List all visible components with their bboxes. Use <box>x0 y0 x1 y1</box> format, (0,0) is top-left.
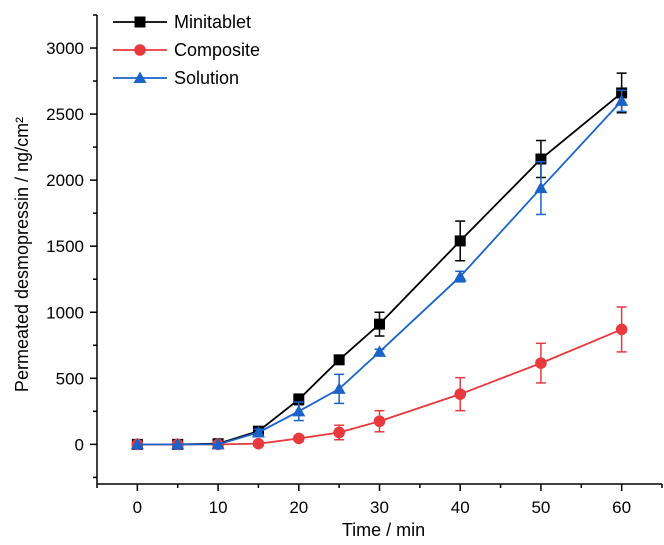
legend-item-composite: Composite <box>113 40 260 60</box>
data-point <box>211 437 225 450</box>
y-tick-label: 2500 <box>46 105 84 124</box>
legend-label: Composite <box>174 40 260 60</box>
y-tick-label: 500 <box>56 369 84 388</box>
legend-marker <box>134 16 146 28</box>
y-tick-label: 0 <box>75 435 84 454</box>
data-point <box>454 235 466 247</box>
legend-label: Solution <box>174 68 239 88</box>
data-point <box>373 415 386 428</box>
data-point <box>251 425 265 438</box>
data-point <box>615 323 628 336</box>
x-tick-label: 10 <box>209 498 228 517</box>
data-point <box>373 345 386 357</box>
data-point <box>374 318 385 330</box>
data-point <box>171 437 185 450</box>
data-point <box>535 153 547 165</box>
legend: Minitablet Composite Solution <box>113 12 260 88</box>
legend-item-solution: Solution <box>113 68 239 88</box>
x-ticks: 0 10 20 30 40 50 60 <box>96 484 663 517</box>
legend-item-minitablet: Minitablet <box>113 12 251 32</box>
data-point <box>252 437 265 450</box>
x-tick-label: 60 <box>612 498 631 517</box>
y-tick-label: 3000 <box>46 39 84 58</box>
data-point <box>130 437 144 450</box>
x-tick-label: 50 <box>531 498 550 517</box>
x-tick-label: 30 <box>370 498 389 517</box>
data-point <box>333 426 345 439</box>
data-point <box>454 388 467 400</box>
y-axis-title: Permeated desmopressin / ng/cm² <box>12 117 32 392</box>
data-point <box>333 354 345 366</box>
x-axis-title: Time / min <box>342 520 425 540</box>
data-point <box>615 94 629 106</box>
series-minitablet <box>131 72 628 450</box>
x-tick-label: 40 <box>451 498 470 517</box>
legend-marker <box>134 44 146 56</box>
data-point <box>453 270 467 282</box>
y-tick-label: 1000 <box>46 303 84 322</box>
x-tick-label: 0 <box>133 498 142 517</box>
data-point <box>332 382 346 394</box>
data-point <box>292 432 305 445</box>
legend-label: Minitablet <box>174 12 251 32</box>
y-tick-label: 1500 <box>46 237 84 256</box>
series-line <box>137 92 623 446</box>
data-point <box>292 404 306 417</box>
series-line <box>137 100 623 446</box>
y-ticks: 0 500 1000 1500 2000 2500 3000 <box>46 14 97 479</box>
y-tick-label: 2000 <box>46 171 84 190</box>
plot-series <box>130 72 629 451</box>
series-solution <box>130 89 629 450</box>
data-point <box>535 357 547 369</box>
legend-marker <box>133 71 147 83</box>
x-tick-label: 20 <box>289 498 308 517</box>
data-point <box>534 181 548 194</box>
data-point <box>293 393 305 405</box>
